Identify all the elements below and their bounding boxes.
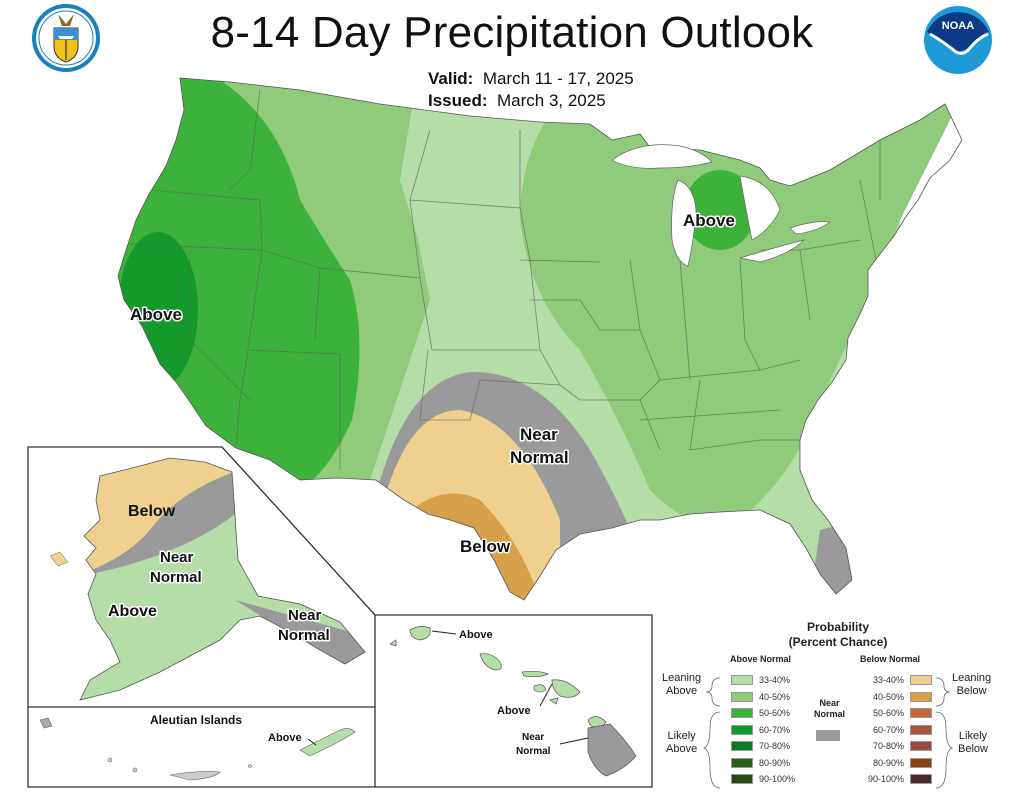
legend-range: 50-60% bbox=[759, 708, 791, 718]
likely-above-line1: Likely bbox=[667, 730, 696, 742]
label-michigan-above: Above bbox=[683, 211, 735, 230]
near-line2: Normal bbox=[814, 709, 846, 719]
legend-above-row: 70-80% bbox=[731, 740, 790, 752]
label-alaska-above: Above bbox=[108, 603, 157, 620]
page-title: 8-14 Day Precipitation Outlook bbox=[210, 8, 814, 57]
noaa-logo-icon: NOAA bbox=[924, 6, 992, 74]
label-aleutian-above: Above bbox=[268, 732, 302, 744]
label-kauai-above: Above bbox=[459, 629, 493, 641]
legend-title-line1: Probability bbox=[806, 620, 869, 634]
legend-swatch bbox=[731, 724, 753, 735]
legend-braces bbox=[702, 677, 954, 789]
label-bigisland-normal: Normal bbox=[516, 746, 551, 757]
label-maui-above: Above bbox=[497, 705, 531, 717]
legend-below-row: 40-50% bbox=[864, 691, 932, 703]
legend-range: 60-70% bbox=[759, 724, 791, 735]
likely-below-label: Likely Below bbox=[958, 730, 988, 756]
legend-range: 40-50% bbox=[759, 691, 791, 702]
valid-date: March 11 - 17, 2025 bbox=[482, 69, 634, 88]
probability-legend: Probability (Percent Chance) Above Norma… bbox=[652, 618, 1024, 792]
legend-range: 50-60% bbox=[872, 708, 904, 718]
inset-frames bbox=[27, 446, 653, 788]
near-line1: Near bbox=[819, 698, 840, 708]
legend-below-row: 33-40% bbox=[864, 674, 932, 686]
legend-swatch bbox=[910, 774, 932, 784]
legend-above-row: 80-90% bbox=[731, 757, 790, 769]
label-alaska-near: Near bbox=[160, 549, 194, 566]
legend-below-row: 80-90% bbox=[864, 757, 932, 769]
label-panhandle-near: Near bbox=[288, 607, 322, 624]
likely-below-line1: Likely bbox=[958, 730, 988, 742]
leaning-above-line1: Leaning bbox=[662, 672, 702, 684]
likely-above-line2: Above bbox=[666, 743, 698, 755]
near-normal-swatch bbox=[816, 730, 840, 741]
issued-date: March 3, 2025 bbox=[496, 91, 606, 110]
above-normal-header: Above Normal bbox=[730, 654, 792, 664]
legend-above-row: 40-50% bbox=[731, 691, 790, 703]
issued-label: Issued: bbox=[428, 91, 488, 110]
legend-above-row: 90-100% bbox=[731, 773, 795, 785]
legend-title-line2: (Percent Chance) bbox=[788, 635, 888, 649]
legend-range: 33-40% bbox=[872, 675, 904, 685]
noaa-text: NOAA bbox=[942, 20, 974, 32]
label-plains-near: Near bbox=[520, 425, 558, 444]
label-texas-below: Below bbox=[460, 537, 511, 556]
legend-range: 70-80% bbox=[759, 741, 791, 751]
aleutian-islands bbox=[39, 717, 356, 781]
near-normal-label: Near Normal bbox=[814, 698, 845, 720]
legend-swatch bbox=[910, 741, 932, 751]
label-alaska-below: Below bbox=[128, 503, 176, 520]
below-normal-header: Below Normal bbox=[860, 654, 921, 664]
legend-swatch bbox=[910, 757, 932, 768]
legend-above-row: 33-40% bbox=[731, 674, 790, 686]
legend-title: Probability (Percent Chance) bbox=[652, 620, 1024, 650]
label-panhandle-normal: Normal bbox=[278, 627, 330, 644]
legend-range: 90-100% bbox=[867, 774, 904, 784]
aleutian-title: Aleutian Islands bbox=[150, 713, 242, 727]
legend-range: 90-100% bbox=[759, 774, 796, 784]
legend-swatch bbox=[731, 757, 753, 768]
legend-range: 60-70% bbox=[872, 724, 904, 735]
legend-swatch bbox=[731, 708, 753, 718]
leaning-below-line2: Below bbox=[956, 685, 987, 697]
legend-range: 70-80% bbox=[872, 741, 904, 751]
legend-range: 80-90% bbox=[872, 757, 904, 768]
leaning-below-label: Leaning Below bbox=[952, 672, 991, 698]
legend-below-row: 70-80% bbox=[864, 740, 932, 752]
state-boundaries bbox=[129, 89, 881, 470]
hawaii-islands bbox=[389, 626, 637, 777]
alaska-inset bbox=[49, 457, 366, 701]
date-info: Valid: March 11 - 17, 2025 Issued: March… bbox=[428, 68, 634, 112]
legend-swatch bbox=[731, 691, 753, 702]
legend-swatch bbox=[731, 741, 753, 751]
legend-range: 33-40% bbox=[759, 675, 791, 685]
conus-coastline bbox=[117, 77, 963, 601]
label-plains-normal: Normal bbox=[510, 448, 569, 467]
likely-below-line2: Below bbox=[958, 743, 988, 755]
label-bigisland-near: Near bbox=[522, 732, 544, 743]
legend-below-row: 90-100% bbox=[864, 773, 932, 785]
legend-swatch bbox=[731, 675, 753, 685]
legend-above-row: 60-70% bbox=[731, 724, 790, 736]
legend-above-row: 50-60% bbox=[731, 707, 790, 719]
legend-range: 80-90% bbox=[759, 757, 791, 768]
commerce-seal-icon bbox=[32, 4, 100, 72]
leaning-above-label: Leaning Above bbox=[662, 672, 701, 698]
valid-label: Valid: bbox=[428, 69, 474, 88]
likely-above-label: Likely Above bbox=[666, 730, 697, 756]
great-lakes bbox=[611, 144, 831, 267]
legend-below-row: 50-60% bbox=[864, 707, 932, 719]
label-california-above: Above bbox=[130, 305, 182, 324]
leaning-above-line2: Above bbox=[665, 685, 698, 697]
legend-swatch bbox=[910, 675, 932, 685]
legend-range: 40-50% bbox=[872, 691, 904, 702]
leaning-below-line1: Leaning bbox=[952, 672, 992, 684]
legend-swatch bbox=[910, 691, 932, 702]
legend-swatch bbox=[731, 774, 753, 784]
legend-below-row: 60-70% bbox=[864, 724, 932, 736]
legend-swatch bbox=[910, 708, 932, 718]
legend-swatch bbox=[910, 724, 932, 735]
label-alaska-normal: Normal bbox=[150, 569, 202, 586]
